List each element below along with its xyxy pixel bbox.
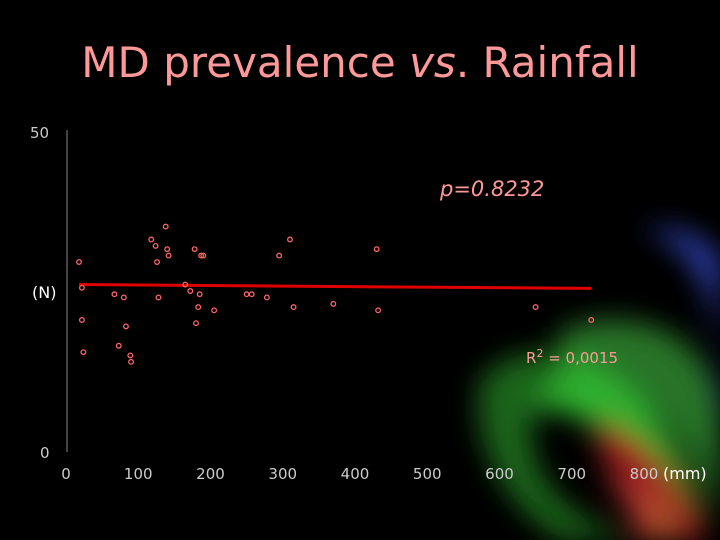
trend-line — [78, 283, 592, 290]
chart-title: MD prevalence vs. Rainfall — [81, 38, 639, 87]
data-point — [195, 304, 202, 311]
data-point — [532, 304, 539, 311]
data-point — [196, 291, 203, 298]
data-point — [76, 259, 82, 265]
data-point — [78, 317, 85, 323]
x-tick-500: 500 — [413, 465, 442, 483]
data-point — [193, 320, 199, 327]
data-point — [263, 294, 270, 301]
data-point — [211, 307, 218, 314]
data-point — [198, 252, 205, 259]
x-tick-400: 400 — [341, 465, 370, 483]
data-point — [120, 294, 127, 301]
x-axis-unit-label: (mm) — [663, 464, 707, 483]
data-point — [123, 323, 129, 330]
data-point — [290, 304, 297, 311]
data-point — [373, 246, 380, 253]
x-tick-800: 800 — [630, 465, 659, 483]
data-point — [243, 291, 250, 298]
data-point — [276, 252, 283, 259]
data-point — [187, 288, 194, 294]
data-point — [330, 300, 337, 307]
data-point — [182, 281, 189, 288]
data-point — [80, 349, 87, 356]
data-point — [148, 236, 155, 243]
y-tick-0: 0 — [40, 444, 50, 462]
x-tick-100: 100 — [124, 465, 153, 483]
p-value-annotation: p=0.8232 — [439, 177, 544, 201]
data-point — [165, 252, 172, 259]
data-point — [200, 252, 207, 259]
y-tick-50: 50 — [30, 124, 49, 142]
data-point — [164, 246, 171, 253]
data-point — [162, 223, 169, 230]
r-squared-annotation: R2 = 0,0015 — [526, 347, 618, 367]
x-tick-labels: 0 100 200 300 400 500 600 700 800 — [61, 465, 658, 483]
x-tick-0: 0 — [61, 465, 71, 483]
data-point — [588, 317, 595, 323]
data-point — [375, 307, 382, 314]
data-point — [287, 236, 293, 243]
data-point — [115, 342, 122, 349]
data-point — [248, 291, 255, 298]
x-tick-200: 200 — [196, 465, 225, 483]
data-point — [154, 259, 160, 265]
data-point — [155, 294, 162, 301]
data-point — [78, 284, 85, 291]
x-tick-600: 600 — [485, 465, 514, 483]
data-point — [191, 246, 198, 253]
data-point — [152, 242, 159, 249]
data-point — [128, 358, 134, 365]
data-points — [76, 223, 595, 365]
data-point — [127, 352, 134, 359]
y-axis-label: (N) — [32, 283, 56, 302]
x-tick-300: 300 — [268, 465, 297, 483]
data-point — [111, 291, 118, 298]
x-tick-700: 700 — [557, 465, 586, 483]
